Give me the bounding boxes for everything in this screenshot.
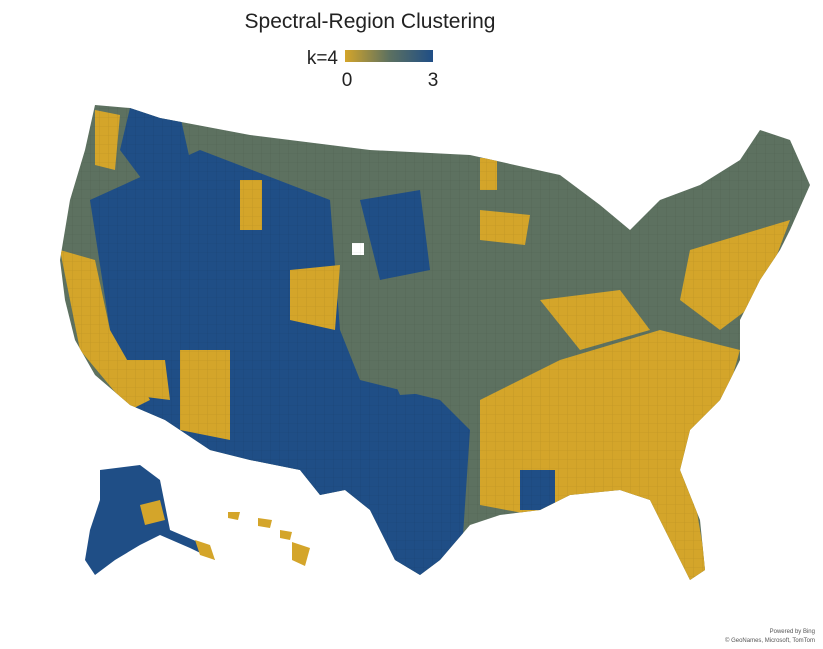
alaska (85, 465, 215, 575)
region (258, 518, 272, 528)
region (292, 542, 310, 566)
legend-gradient (345, 50, 433, 62)
region (140, 500, 165, 525)
region (228, 512, 240, 520)
map-title: Spectral-Region Clustering (245, 10, 496, 33)
region (195, 540, 215, 560)
legend-max: 3 (428, 70, 439, 91)
hawaii (228, 512, 310, 566)
attribution-provider: Powered by Bing (770, 629, 815, 635)
legend-min: 0 (342, 70, 353, 91)
attribution-sources: © GeoNames, Microsoft, TomTom (725, 637, 815, 644)
legend-label: k=4 (307, 48, 339, 69)
region (280, 530, 292, 540)
